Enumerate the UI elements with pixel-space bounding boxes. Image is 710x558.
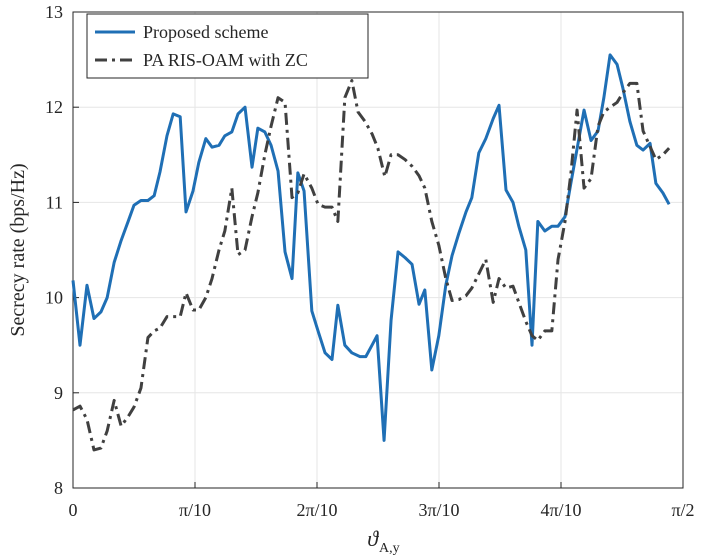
- y-axis-label: Secrecy rate (bps/Hz): [7, 163, 29, 336]
- x-tick-label: 3π/10: [418, 500, 459, 520]
- x-tick-label: 4π/10: [540, 500, 581, 520]
- x-tick-label: π/2: [671, 500, 694, 520]
- y-tick-label: 12: [45, 97, 63, 117]
- x-tick-label: 0: [69, 500, 78, 520]
- legend-label: PA RIS-OAM with ZC: [143, 50, 308, 70]
- y-tick-label: 11: [46, 192, 63, 212]
- y-tick-label: 8: [54, 478, 63, 498]
- x-tick-label: π/10: [179, 500, 211, 520]
- y-tick-label: 9: [54, 383, 63, 403]
- series-line: [72, 79, 671, 452]
- y-tick-label: 10: [45, 288, 63, 308]
- x-tick-label: 2π/10: [296, 500, 337, 520]
- legend-label: Proposed scheme: [143, 22, 268, 42]
- legend-box: [86, 13, 369, 79]
- plot-frame: [72, 11, 684, 489]
- x-axis-label-sub: A,y: [379, 541, 400, 556]
- y-tick-label: 13: [45, 2, 63, 22]
- x-axis-label: ϑ: [367, 526, 379, 551]
